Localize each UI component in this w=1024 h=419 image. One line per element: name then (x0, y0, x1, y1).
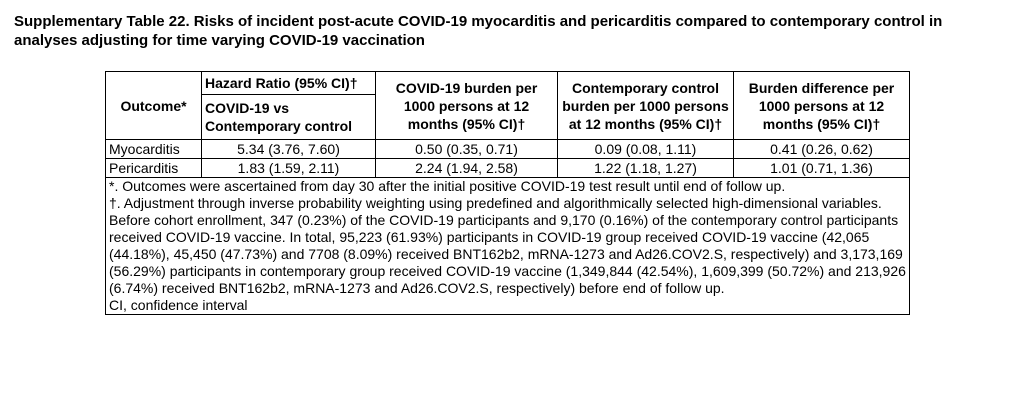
table-row: Pericarditis 1.83 (1.59, 2.11) 2.24 (1.9… (105, 158, 910, 178)
control-burden-header: Contemporary control burden per 1000 per… (557, 71, 734, 140)
burden-difference-cell: 1.01 (0.71, 1.36) (733, 158, 910, 178)
footnotes: *. Outcomes were ascertained from day 30… (105, 177, 910, 315)
hazard-ratio-cell: 1.83 (1.59, 2.11) (201, 158, 376, 178)
outcome-cell: Pericarditis (105, 158, 202, 178)
control-burden-cell: 1.22 (1.18, 1.27) (557, 158, 734, 178)
outcome-header: Outcome* (105, 71, 202, 140)
covid-burden-cell: 0.50 (0.35, 0.71) (375, 139, 558, 159)
header-row-sub: COVID-19 vs Contemporary control (106, 94, 910, 140)
control-burden-cell: 0.09 (0.08, 1.11) (557, 139, 734, 159)
outcome-cell: Myocarditis (105, 139, 202, 159)
covid-burden-cell: 2.24 (1.94, 2.58) (375, 158, 558, 178)
footnote-ci: CI, confidence interval (109, 297, 248, 313)
burden-difference-cell: 0.41 (0.26, 0.62) (733, 139, 910, 159)
footnote-vaccination: Before cohort enrollment, 347 (0.23%) of… (109, 212, 906, 296)
footnote-row: *. Outcomes were ascertained from day 30… (105, 177, 910, 315)
header-row-top: Outcome* Hazard Ratio (95% CI)† COVID-19… (105, 71, 910, 140)
hazard-ratio-header: Hazard Ratio (95% CI)† (201, 71, 376, 95)
table-title: Supplementary Table 22. Risks of inciden… (14, 13, 943, 49)
results-table: Outcome* Hazard Ratio (95% CI)† COVID-19… (105, 71, 910, 315)
footnote-adjustment: †. Adjustment through inverse probabilit… (109, 195, 882, 211)
footnote-outcomes: *. Outcomes were ascertained from day 30… (109, 178, 786, 194)
covid-burden-header: COVID-19 burden per 1000 persons at 12 m… (375, 71, 558, 140)
table-row: Myocarditis 5.34 (3.76, 7.60) 0.50 (0.35… (105, 139, 910, 159)
hazard-ratio-cell: 5.34 (3.76, 7.60) (201, 139, 376, 159)
burden-difference-header: Burden difference per 1000 persons at 12… (733, 71, 910, 140)
hazard-ratio-subheader: COVID-19 vs Contemporary control (201, 94, 376, 140)
